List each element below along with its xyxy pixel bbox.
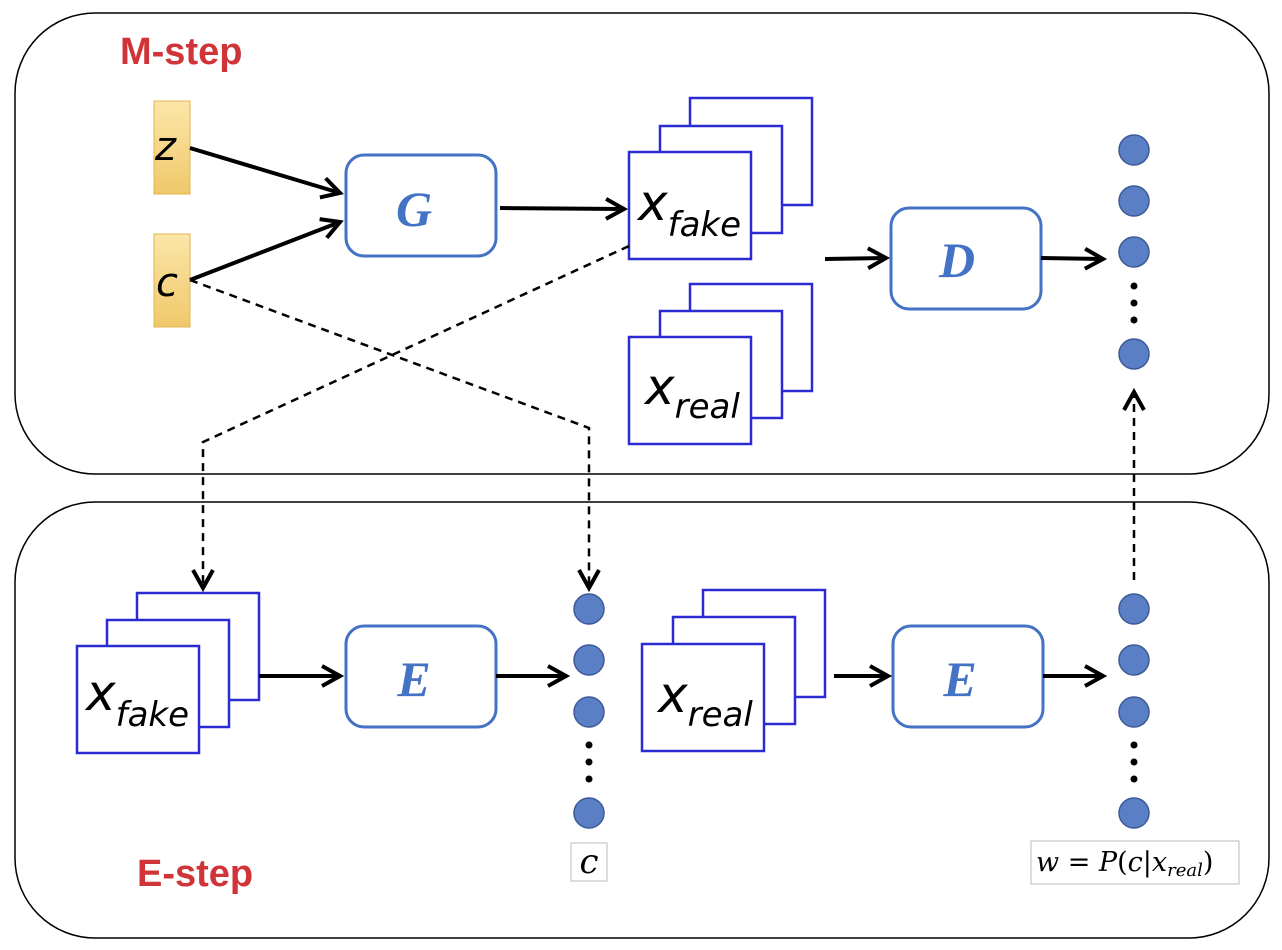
discriminator-label: D xyxy=(938,232,975,288)
e-step-panel xyxy=(14,501,1270,939)
w-output-label: w = P(c|xreal) xyxy=(1030,840,1240,885)
output-dot xyxy=(1118,185,1150,217)
arrow-x-to-d xyxy=(824,258,886,259)
encoder-real-label: E xyxy=(942,651,976,707)
ellipsis-dot xyxy=(1130,282,1138,290)
generator-label: G xyxy=(396,181,432,237)
ellipsis-dot xyxy=(1130,758,1138,766)
m-step-panel xyxy=(14,12,1270,475)
w-output-column xyxy=(1118,593,1150,829)
output-dot xyxy=(1118,593,1150,625)
c-output-label: c xyxy=(570,842,608,882)
ellipsis-dot xyxy=(1130,741,1138,749)
e-step-label: E-step xyxy=(137,853,253,895)
output-dot xyxy=(1118,236,1150,268)
m-step-label: M-step xyxy=(120,31,242,73)
output-dot xyxy=(1118,797,1150,829)
generator-node: G xyxy=(344,153,498,258)
encoder-real-node: E xyxy=(891,624,1045,729)
arrow-d-to-output xyxy=(1040,258,1103,259)
output-dot xyxy=(573,696,605,728)
input-z-label: z xyxy=(154,124,177,170)
d-output-column xyxy=(1118,134,1150,370)
encoder-fake-label: E xyxy=(396,651,430,707)
dashed-arrow-xfake-to-e-step xyxy=(203,244,630,588)
output-dot xyxy=(1118,338,1150,370)
output-dot xyxy=(573,593,605,625)
x-real-label-m: xreal xyxy=(643,358,740,427)
c-output-column xyxy=(573,593,605,829)
arrow-z-to-g xyxy=(189,146,340,193)
x-real-label-e: xreal xyxy=(656,666,753,735)
arrow-c-to-g xyxy=(189,222,340,282)
c-output-text: c xyxy=(579,842,598,882)
x-real-stack-m: xreal xyxy=(627,282,814,446)
output-dot xyxy=(1118,134,1150,166)
ellipsis-dot xyxy=(585,758,593,766)
x-fake-label-e: xfake xyxy=(84,664,189,735)
ellipsis-dot xyxy=(1130,299,1138,307)
ellipsis-dot xyxy=(1130,316,1138,324)
dashed-arrow-c-to-c-output xyxy=(189,278,589,588)
arrow-g-to-xfake xyxy=(499,208,624,209)
output-dot xyxy=(1118,644,1150,676)
x-fake-stack-e: xfake xyxy=(75,591,261,755)
x-real-stack-e: xreal xyxy=(640,588,827,753)
encoder-fake-node: E xyxy=(344,624,498,729)
x-fake-label-m: xfake xyxy=(636,174,741,245)
output-dot xyxy=(573,644,605,676)
x-fake-stack-m: xfake xyxy=(627,96,814,261)
discriminator-node: D xyxy=(889,206,1043,311)
output-dot xyxy=(1118,696,1150,728)
input-c: c xyxy=(153,233,191,328)
w-formula: w = P(c|xreal) xyxy=(1036,847,1213,881)
input-c-label: c xyxy=(156,260,178,306)
ellipsis-dot xyxy=(585,741,593,749)
ellipsis-dot xyxy=(1130,775,1138,783)
output-dot xyxy=(573,797,605,829)
input-z: z xyxy=(153,100,191,195)
ellipsis-dot xyxy=(585,775,593,783)
